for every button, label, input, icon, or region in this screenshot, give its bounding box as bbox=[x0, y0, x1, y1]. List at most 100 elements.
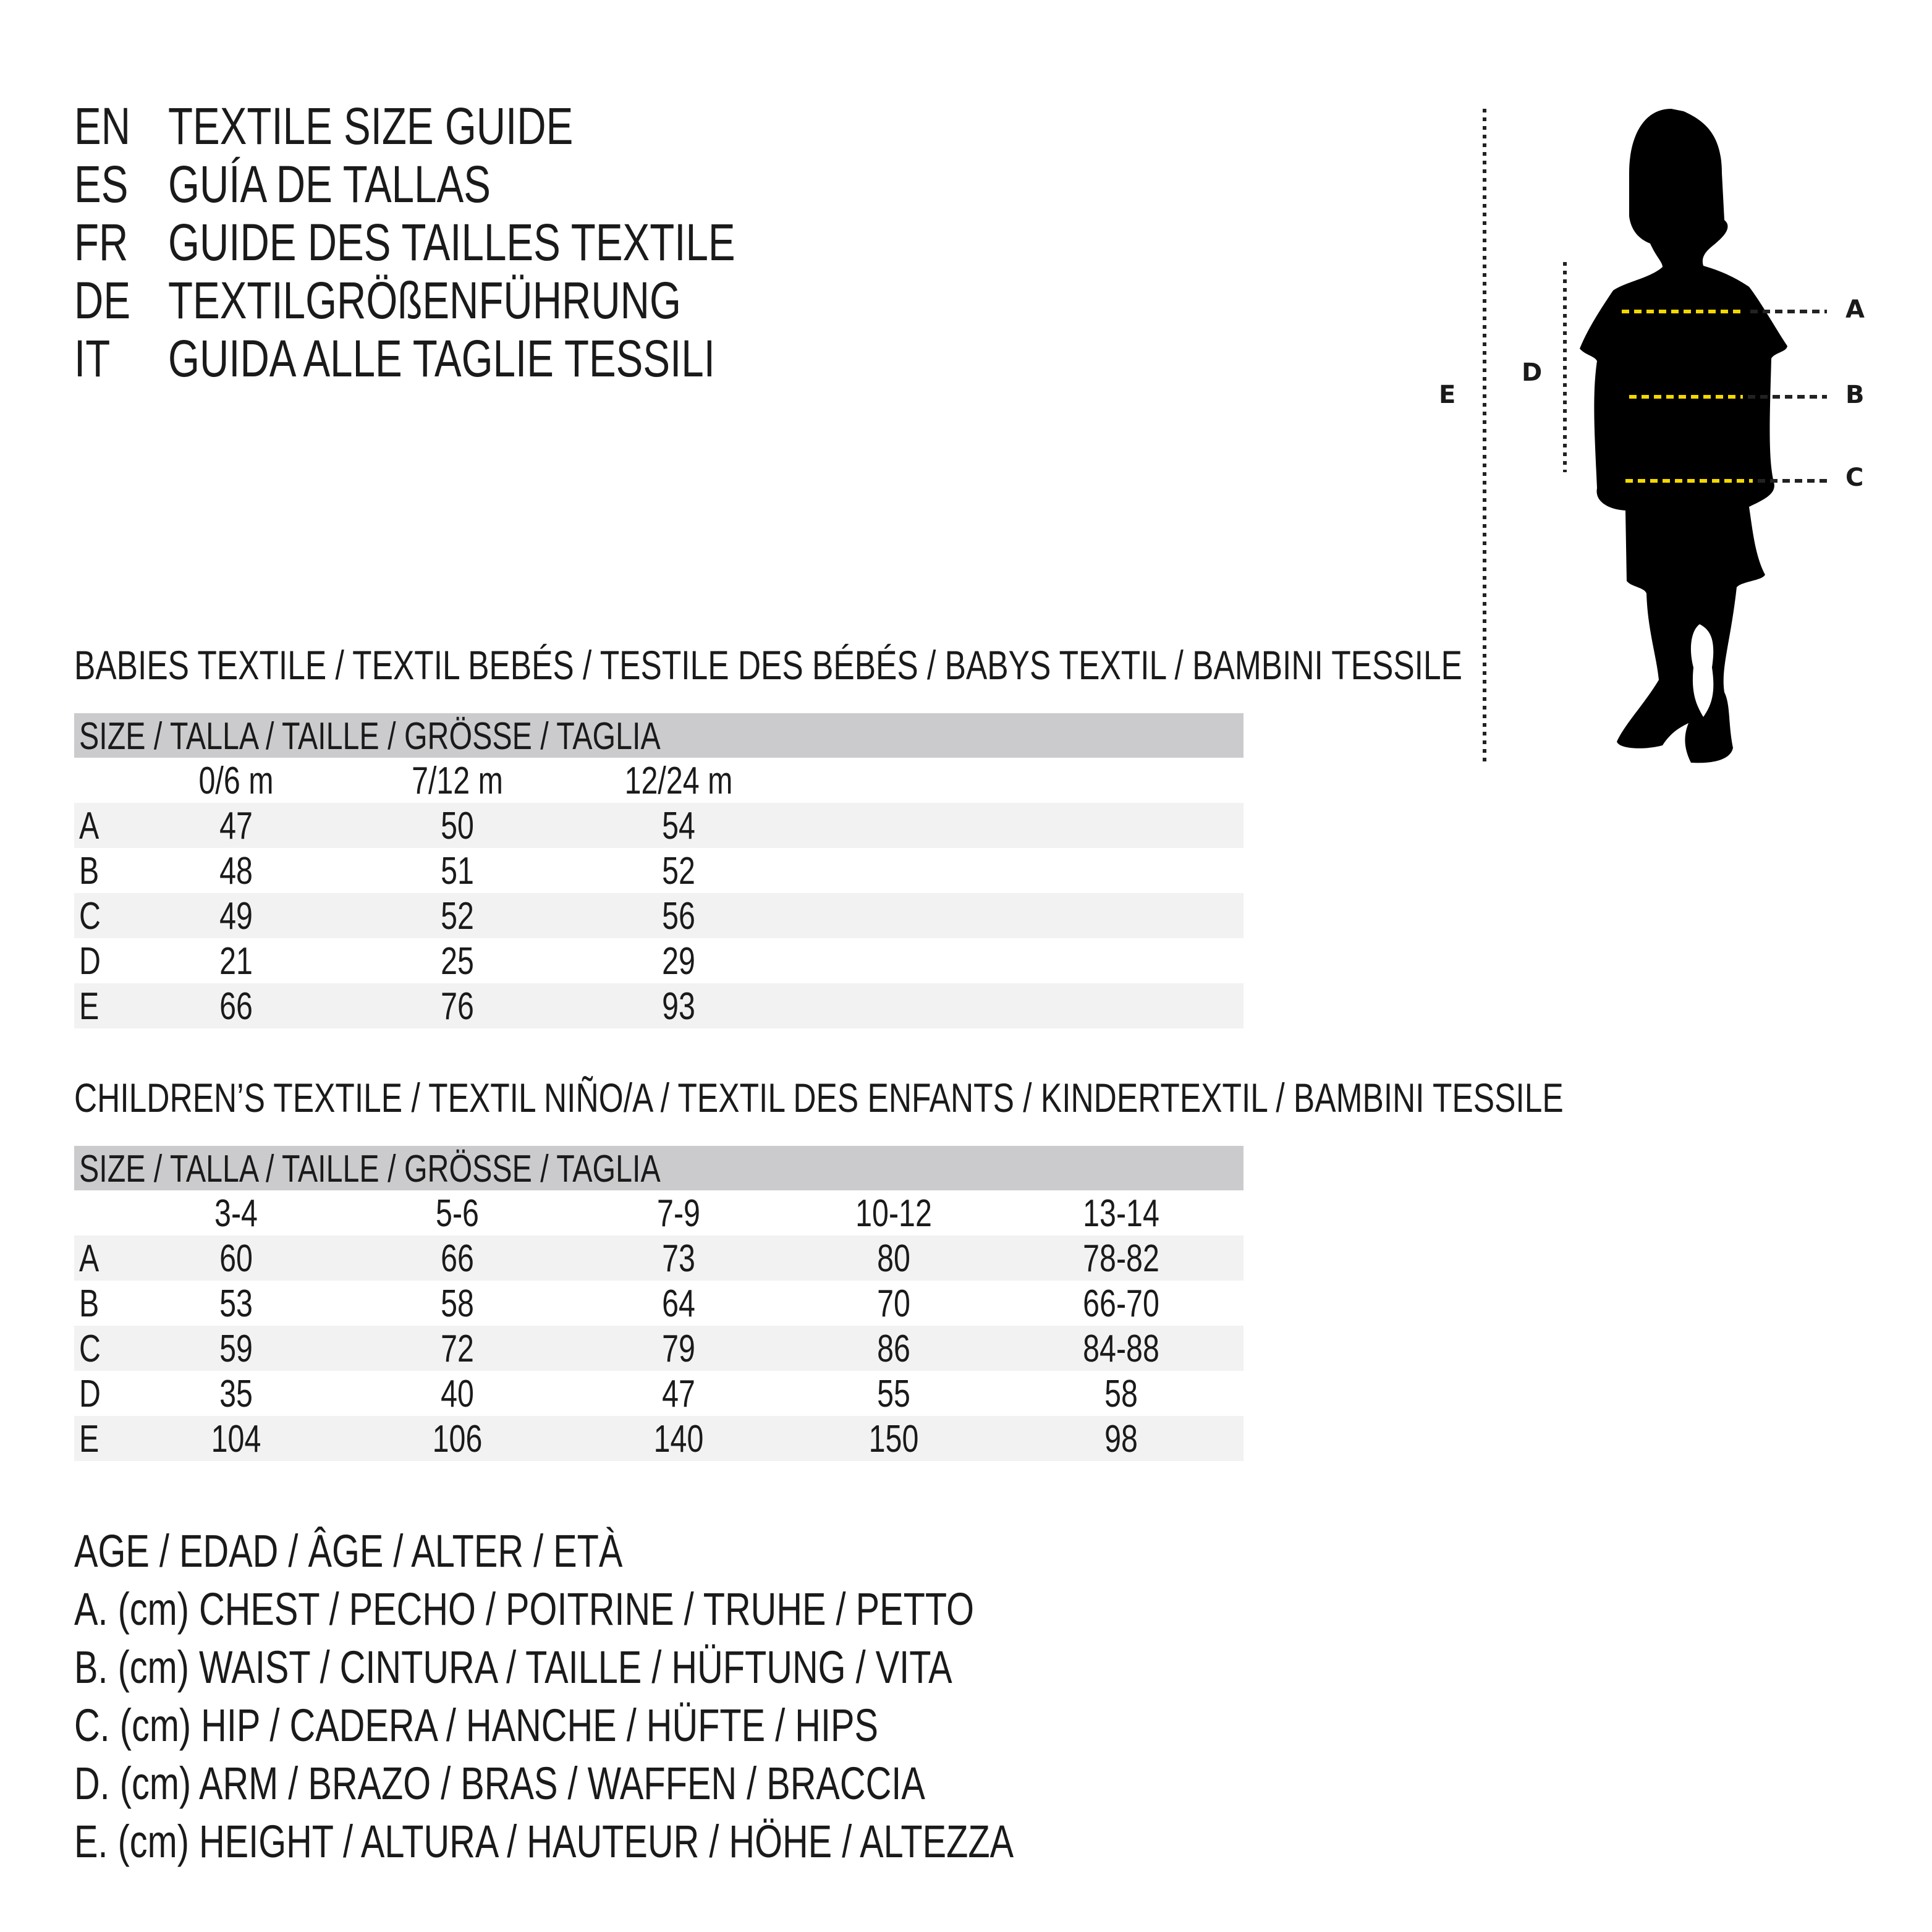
cell-value: 29 bbox=[662, 940, 695, 983]
table-cell: 84-88 bbox=[1072, 1326, 1171, 1373]
column-header-text: 0/6 m bbox=[198, 760, 274, 802]
label-a: A bbox=[1845, 295, 1865, 324]
cell-value: 150 bbox=[868, 1418, 919, 1460]
table-cell: 66 bbox=[436, 1235, 479, 1282]
cell-value: 66 bbox=[441, 1237, 474, 1280]
label-c: C bbox=[1845, 464, 1864, 492]
cell-value: 79 bbox=[662, 1328, 695, 1370]
babies-section-title: BABIES TEXTILE / TEXTIL BEBÉS / TESTILE … bbox=[74, 640, 1854, 690]
label-e: E bbox=[1439, 381, 1456, 409]
title-text: TEXTILE SIZE GUIDE bbox=[168, 97, 574, 155]
row-label: E bbox=[79, 1418, 100, 1460]
children-section-title: CHILDREN’S TEXTILE / TEXTIL NIÑO/A / TEX… bbox=[74, 1073, 1932, 1122]
language-code: FR bbox=[74, 213, 129, 271]
column-header-text: 13-14 bbox=[1083, 1192, 1159, 1235]
legend-arm: D. (cm) ARM / BRAZO / BRAS / WAFFEN / BR… bbox=[74, 1755, 1165, 1813]
cell-value: 50 bbox=[441, 805, 474, 847]
language-code: IT bbox=[74, 329, 111, 388]
child-silhouette-icon bbox=[1580, 109, 1787, 763]
cell-value: 53 bbox=[219, 1282, 253, 1325]
cell-value: 93 bbox=[662, 985, 695, 1028]
table-cell: 93 bbox=[658, 983, 700, 1030]
cell-value: 59 bbox=[219, 1328, 253, 1370]
column-header: 7/12 m bbox=[399, 758, 516, 805]
section-title-text: CHILDREN’S TEXTILE / TEXTIL NIÑO/A / TEX… bbox=[74, 1075, 1564, 1121]
column-header-text: 3-4 bbox=[214, 1192, 258, 1235]
table-cell: 56 bbox=[658, 893, 700, 940]
table-row: B 53 58 64 70 66-70 bbox=[74, 1281, 1244, 1326]
cell-value: 80 bbox=[877, 1237, 910, 1280]
table-cell: 140 bbox=[646, 1416, 710, 1463]
table-cell: 29 bbox=[658, 938, 700, 985]
table-cell: 64 bbox=[658, 1281, 700, 1328]
title-text: GUIDE DES TAILLES TEXTILE bbox=[168, 213, 735, 271]
legend-text: B. (cm) WAIST / CINTURA / TAILLE / HÜFTU… bbox=[74, 1642, 952, 1693]
table-cell: 25 bbox=[436, 938, 479, 985]
cell-value: 76 bbox=[441, 985, 474, 1028]
row-label: B bbox=[79, 850, 100, 892]
table-row: D 21 25 29 bbox=[74, 938, 1244, 983]
cell-value: 98 bbox=[1104, 1418, 1138, 1460]
cell-value: 58 bbox=[441, 1282, 474, 1325]
table-cell: 54 bbox=[658, 803, 700, 850]
table-row: C 49 52 56 bbox=[74, 893, 1244, 938]
table-row: E 66 76 93 bbox=[74, 983, 1244, 1028]
legend-text: D. (cm) ARM / BRAZO / BRAS / WAFFEN / BR… bbox=[74, 1758, 925, 1809]
section-title-text: BABIES TEXTILE / TEXTIL BEBÉS / TESTILE … bbox=[74, 642, 1462, 688]
table-row: B 48 51 52 bbox=[74, 848, 1244, 893]
cell-value: 104 bbox=[211, 1418, 261, 1460]
language-code: ES bbox=[74, 155, 129, 213]
cell-value: 40 bbox=[441, 1373, 474, 1415]
legend-text: AGE / EDAD / ÂGE / ALTER / ETÀ bbox=[74, 1525, 623, 1577]
column-header-text: 12/24 m bbox=[624, 760, 733, 802]
row-label: E bbox=[79, 985, 100, 1028]
column-header: 7-9 bbox=[651, 1190, 706, 1237]
table-cell: 59 bbox=[215, 1326, 258, 1373]
row-label: B bbox=[79, 1282, 100, 1325]
column-header: 13-14 bbox=[1072, 1190, 1171, 1237]
table-cell: 86 bbox=[873, 1326, 915, 1373]
column-header-row: 0/6 m 7/12 m 12/24 m bbox=[74, 758, 1244, 803]
cell-value: 56 bbox=[662, 895, 695, 938]
legend-height: E. (cm) HEIGHT / ALTURA / HAUTEUR / HÖHE… bbox=[74, 1813, 1279, 1871]
cell-value: 55 bbox=[877, 1373, 910, 1415]
table-cell: 104 bbox=[204, 1416, 268, 1463]
row-label: D bbox=[79, 1373, 101, 1415]
table-cell: 106 bbox=[425, 1416, 489, 1463]
cell-value: 140 bbox=[653, 1418, 704, 1460]
row-label: A bbox=[79, 1237, 100, 1280]
table-cell: 47 bbox=[215, 803, 258, 850]
cell-value: 47 bbox=[219, 805, 253, 847]
size-header-text: SIZE / TALLA / TAILLE / GRÖSSE / TAGLIA bbox=[79, 1148, 661, 1190]
column-header: 3-4 bbox=[208, 1190, 264, 1237]
column-header-text: 7/12 m bbox=[412, 760, 503, 802]
table-cell: 49 bbox=[215, 893, 258, 940]
table-cell: 35 bbox=[215, 1371, 258, 1418]
cell-value: 52 bbox=[441, 895, 474, 938]
cell-value: 35 bbox=[219, 1373, 253, 1415]
column-header-text: 10-12 bbox=[855, 1192, 932, 1235]
column-header: 5-6 bbox=[430, 1190, 485, 1237]
legend-chest: A. (cm) CHEST / PECHO / POITRINE / TRUHE… bbox=[74, 1580, 1228, 1638]
cell-value: 86 bbox=[877, 1328, 910, 1370]
table-row: A 47 50 54 bbox=[74, 803, 1244, 848]
label-d: D bbox=[1522, 358, 1543, 387]
cell-value: 70 bbox=[877, 1282, 910, 1325]
label-b: B bbox=[1845, 381, 1865, 409]
table-cell: 66 bbox=[215, 983, 258, 1030]
cell-value: 72 bbox=[441, 1328, 474, 1370]
cell-value: 66 bbox=[219, 985, 253, 1028]
table-cell: 66-70 bbox=[1072, 1281, 1171, 1328]
row-label: C bbox=[79, 1328, 101, 1370]
title-text: TEXTILGRÖßENFÜHRUNG bbox=[168, 271, 681, 329]
table-cell: 98 bbox=[1100, 1416, 1143, 1463]
title-text: GUÍA DE TALLAS bbox=[168, 155, 491, 213]
size-header-bar: SIZE / TALLA / TAILLE / GRÖSSE / TAGLIA bbox=[74, 713, 1244, 758]
table-row: C 59 72 79 86 84-88 bbox=[74, 1326, 1244, 1371]
column-header-text: 7-9 bbox=[657, 1192, 700, 1235]
cell-value: 58 bbox=[1104, 1373, 1138, 1415]
table-cell: 52 bbox=[436, 893, 479, 940]
table-cell: 53 bbox=[215, 1281, 258, 1328]
cell-value: 54 bbox=[662, 805, 695, 847]
